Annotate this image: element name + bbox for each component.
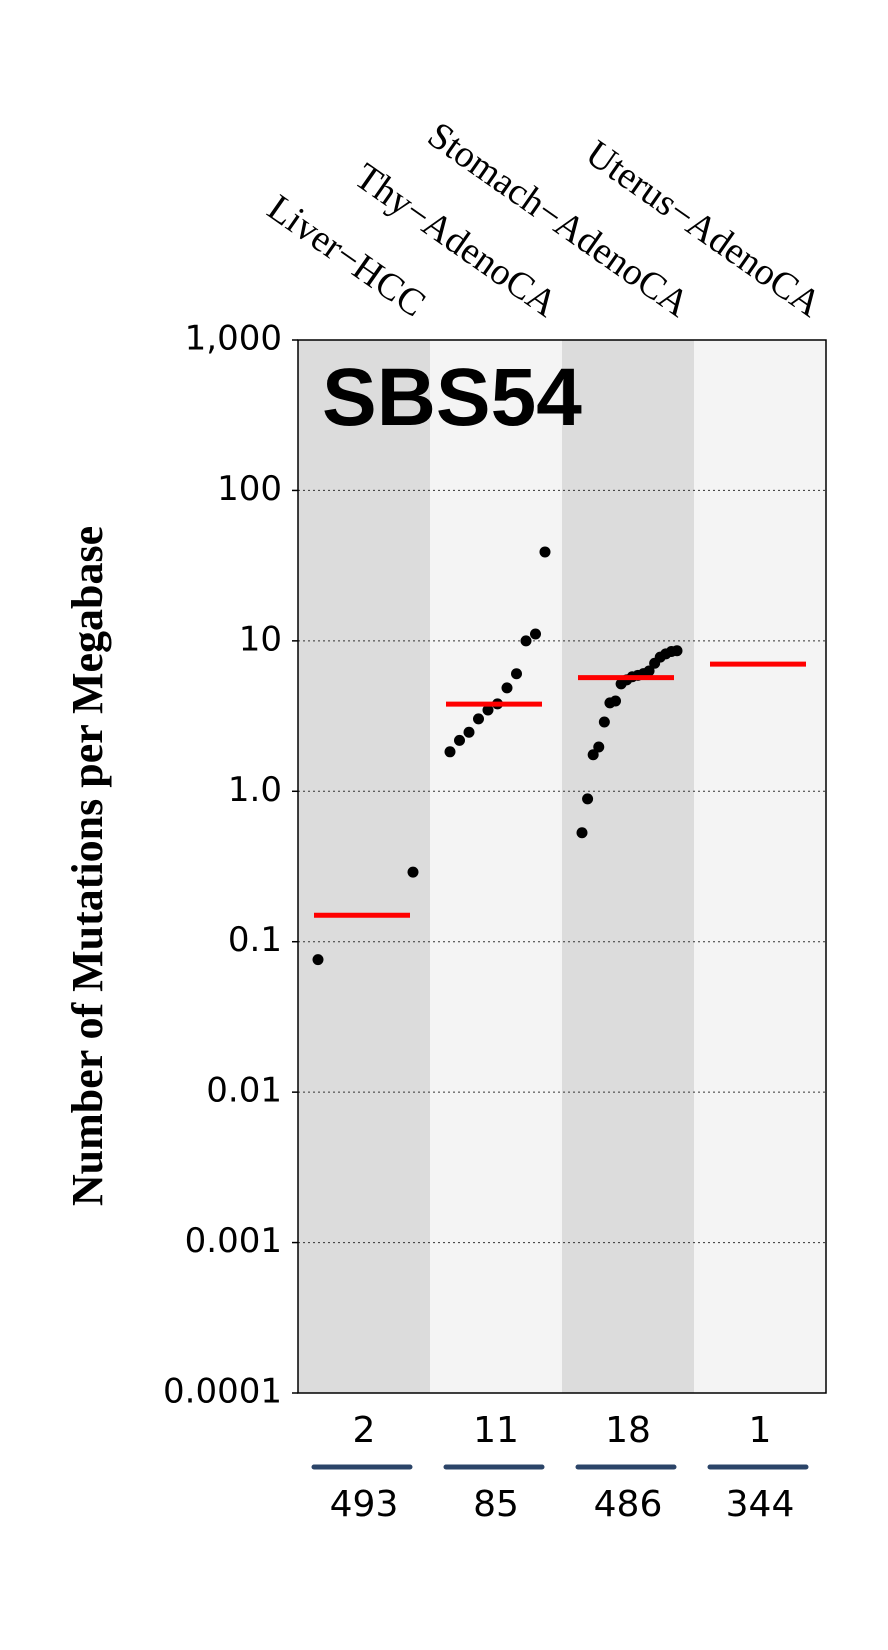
data-point	[444, 746, 456, 758]
y-axis-label: Number of Mutations per Megabase	[63, 526, 112, 1206]
band	[430, 340, 562, 1393]
y-tick-label: 1,000	[185, 319, 282, 359]
data-point	[463, 726, 475, 738]
band	[562, 340, 694, 1393]
data-point	[482, 704, 494, 716]
y-tick-label: 0.0001	[163, 1372, 282, 1412]
y-tick-label: 0.001	[185, 1221, 282, 1261]
total-count: 493	[330, 1484, 399, 1525]
total-count: 344	[726, 1484, 795, 1525]
data-point	[473, 713, 484, 725]
plot-bands	[298, 340, 826, 1393]
sample-count: 18	[605, 1410, 651, 1451]
data-point	[530, 628, 541, 640]
data-point	[576, 827, 588, 839]
data-point	[539, 546, 551, 558]
sample-count: 2	[353, 1410, 376, 1451]
data-point	[671, 645, 683, 657]
band	[694, 340, 826, 1393]
data-point	[593, 741, 605, 753]
y-tick-label: 0.1	[228, 920, 282, 960]
total-count: 486	[594, 1484, 663, 1525]
data-point	[587, 749, 599, 761]
band	[298, 340, 430, 1393]
data-point	[407, 866, 419, 878]
y-tick-label: 1.0	[228, 770, 282, 810]
y-tick-label: 10	[239, 619, 282, 659]
total-count: 85	[473, 1484, 519, 1525]
data-point	[454, 734, 465, 746]
data-point	[643, 665, 655, 677]
y-tick-label: 0.01	[206, 1071, 282, 1111]
data-point	[312, 954, 324, 966]
data-point	[582, 793, 594, 805]
sample-count: 1	[749, 1410, 772, 1451]
data-point	[520, 635, 532, 647]
data-point	[501, 682, 513, 694]
y-tick-label: 100	[217, 469, 282, 509]
data-point	[511, 668, 522, 680]
plot-frame	[297, 339, 827, 1394]
chart-title: SBS54	[322, 352, 582, 443]
category-label: Uterus−AdenoCA	[578, 132, 829, 326]
data-point	[598, 716, 610, 728]
data-point	[610, 695, 622, 707]
sample-count: 11	[473, 1410, 519, 1451]
